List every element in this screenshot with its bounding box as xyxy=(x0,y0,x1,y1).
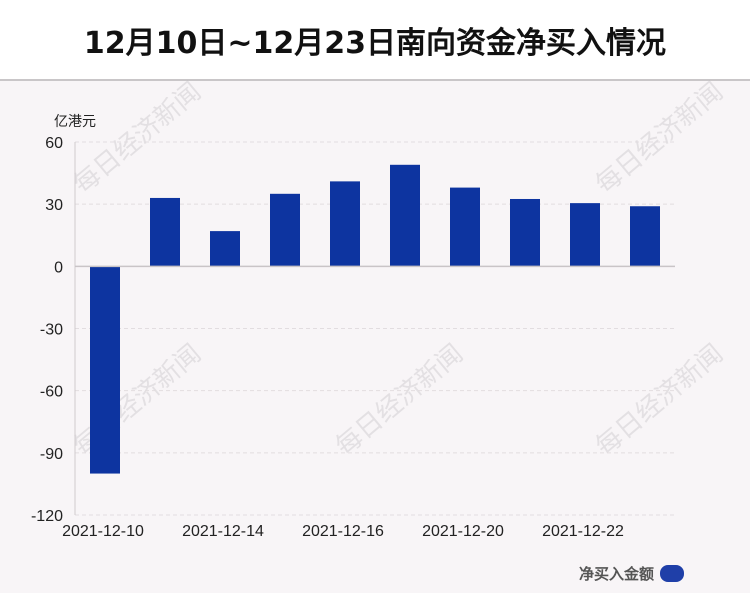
bar xyxy=(450,187,480,267)
legend-label: 净买入金额 xyxy=(578,565,654,583)
x-tick-label: 2021-12-20 xyxy=(422,523,504,540)
bar xyxy=(390,164,420,267)
bar xyxy=(210,231,240,267)
y-tick-label: -30 xyxy=(40,322,63,339)
bar xyxy=(330,181,360,267)
bar xyxy=(90,266,120,474)
y-tick-label: 60 xyxy=(45,135,63,152)
y-tick-label: -90 xyxy=(40,446,63,463)
legend-swatch xyxy=(660,565,684,582)
bar xyxy=(570,203,600,267)
header: 12月10日~12月23日南向资金净买入情况 xyxy=(0,0,750,81)
x-tick-label: 2021-12-14 xyxy=(182,523,264,540)
chart-title: 12月10日~12月23日南向资金净买入情况 xyxy=(83,26,667,61)
y-tick-label: -120 xyxy=(31,508,63,525)
x-tick-label: 2021-12-10 xyxy=(62,523,144,540)
y-tick-label: 0 xyxy=(54,259,63,276)
bar xyxy=(270,193,300,267)
bar xyxy=(630,206,660,267)
bar xyxy=(510,198,540,267)
y-tick-label: 30 xyxy=(45,197,63,214)
legend: 净买入金额 xyxy=(579,563,684,584)
y-tick-label: -60 xyxy=(40,384,63,401)
bar xyxy=(150,197,180,267)
x-tick-label: 2021-12-16 xyxy=(302,523,384,540)
x-tick-label: 2021-12-22 xyxy=(542,523,624,540)
y-unit-label: 亿港元 xyxy=(54,113,96,129)
